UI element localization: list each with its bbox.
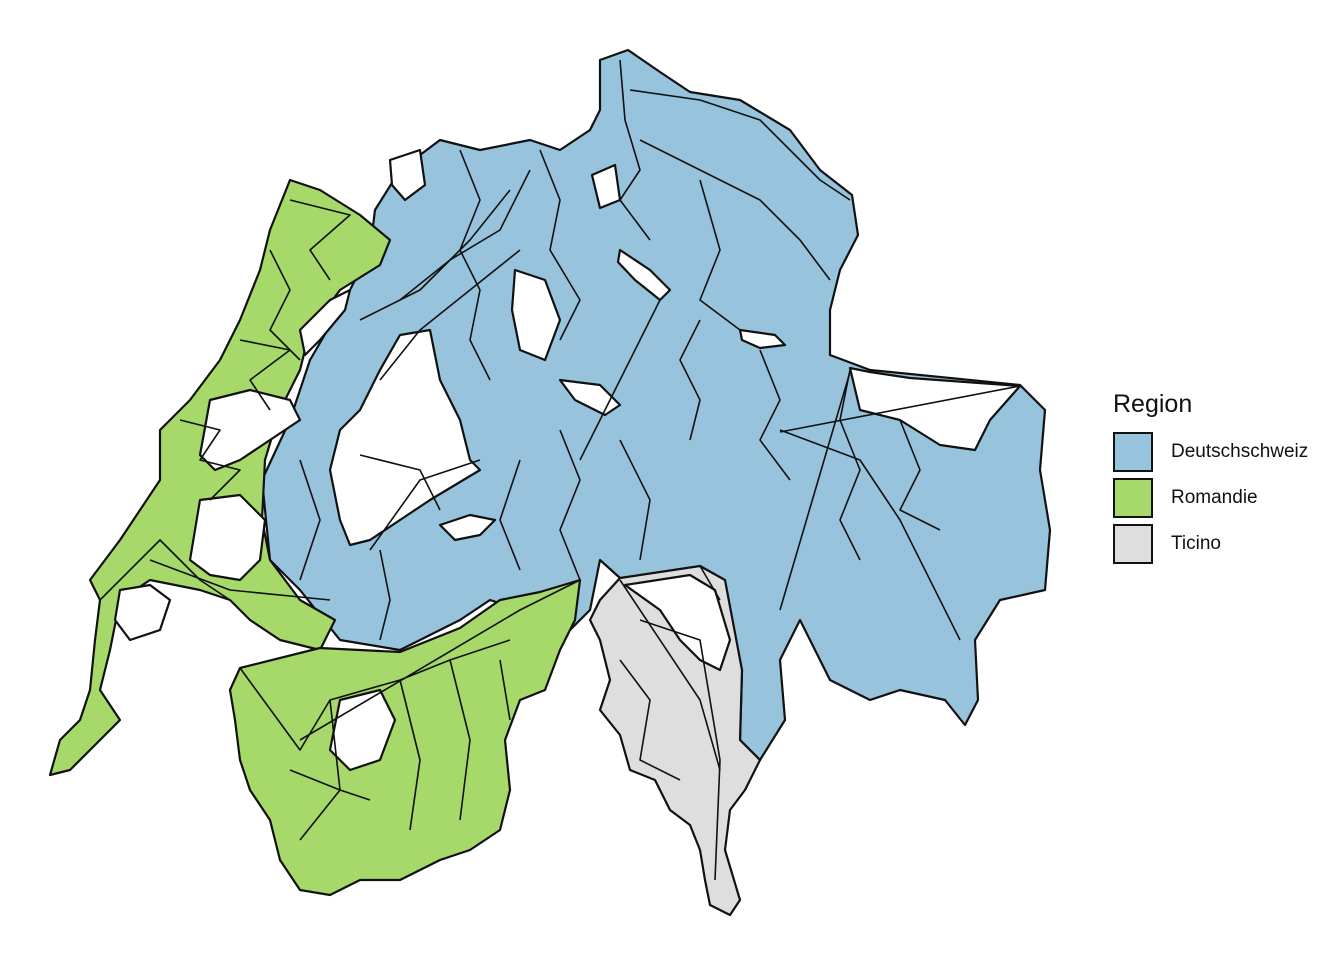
unassigned-graubuenden-north [848,366,1022,452]
legend-item-deutschschweiz: Deutschschweiz [1113,429,1308,475]
legend-label-ticino: Ticino [1171,533,1221,554]
unassigned-valais-patch [328,688,397,772]
district-boundaries [99,59,1021,881]
lake-geneva [198,388,302,472]
unassigned-jura-patch [388,148,427,202]
legend-label-romandie: Romandie [1171,487,1258,508]
lake-lucerne [558,378,622,417]
lake-neuchatel [298,288,352,357]
unassigned-geneva-patch [113,583,172,642]
unassigned-zurich-patch [510,268,562,362]
lake-thun [438,513,497,542]
legend-swatch-deutschschweiz [1113,432,1153,472]
unassigned-ticino-north [623,573,732,672]
legend-label-deutschschweiz: Deutschschweiz [1171,441,1309,462]
unassigned-vaud-patch [188,493,267,582]
legend: Region Deutschschweiz Romandie Ticino [1113,390,1308,567]
legend-item-romandie: Romandie [1113,475,1308,521]
legend-swatch-romandie [1113,478,1153,518]
legend-item-ticino: Ticino [1113,521,1308,567]
region-romandie-valais [228,578,582,897]
legend-title: Region [1113,390,1193,418]
lake-walen [738,328,787,350]
legend-swatch-ticino [1113,524,1153,564]
